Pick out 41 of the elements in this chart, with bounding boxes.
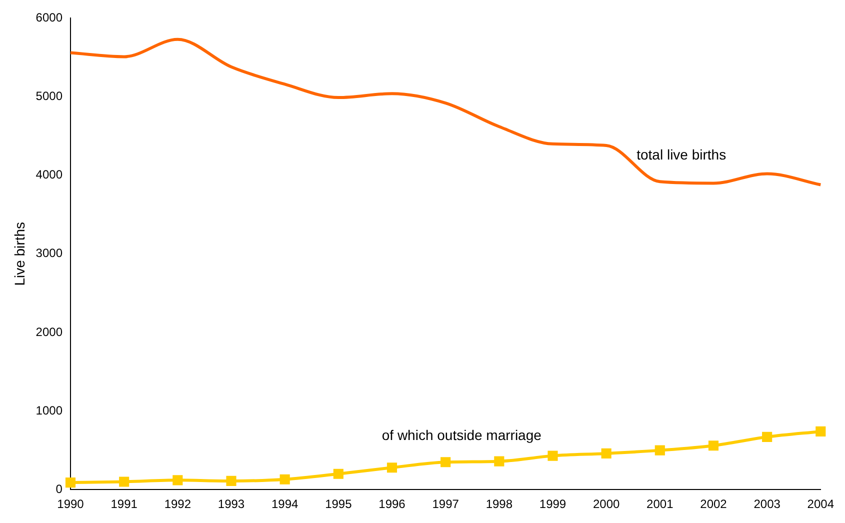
x-tick-label: 2000 <box>592 497 620 512</box>
y-tick-label: 3000 <box>36 246 63 260</box>
x-tick-label: 2003 <box>754 497 781 512</box>
series-label: of which outside marriage <box>382 427 542 444</box>
x-tick-label: 1993 <box>218 497 245 512</box>
x-tick-label: 2001 <box>646 497 674 512</box>
point <box>440 457 451 468</box>
point <box>280 474 290 484</box>
y-tick-label: 4000 <box>36 168 63 182</box>
point <box>172 475 183 486</box>
x-tick-label: 1990 <box>57 497 84 512</box>
x-tick-label: 2004 <box>807 497 834 512</box>
y-tick-label: 2000 <box>36 324 63 339</box>
point <box>816 426 826 436</box>
point <box>333 468 344 479</box>
y-tick-label: 5000 <box>36 89 63 104</box>
point <box>654 445 665 456</box>
point <box>119 476 130 487</box>
x-tick-label: 1997 <box>432 497 460 512</box>
x-tick-label: 1992 <box>164 497 192 512</box>
x-tick-label: 2002 <box>700 497 728 512</box>
x-tick-label: 1995 <box>325 497 352 512</box>
point <box>601 448 612 458</box>
point <box>708 440 719 451</box>
point <box>226 476 236 486</box>
y-tick-label: 1000 <box>36 403 63 418</box>
y-axis-title: Live births <box>11 222 28 286</box>
line-series <box>68 38 822 186</box>
x-tick-label: 1996 <box>378 497 406 512</box>
point <box>548 450 558 461</box>
x-tick-label: 1991 <box>110 497 138 512</box>
point <box>494 456 504 466</box>
point <box>762 432 772 442</box>
x-tick-label: 1999 <box>539 497 566 512</box>
x-tick-label: 1998 <box>486 497 513 512</box>
y-tick-label: 0 <box>56 482 63 496</box>
y-tick-label: 6000 <box>36 10 63 25</box>
point <box>65 477 76 488</box>
point <box>386 462 398 473</box>
x-tick-label: 1994 <box>271 497 298 512</box>
series-label: total live births <box>636 146 726 163</box>
